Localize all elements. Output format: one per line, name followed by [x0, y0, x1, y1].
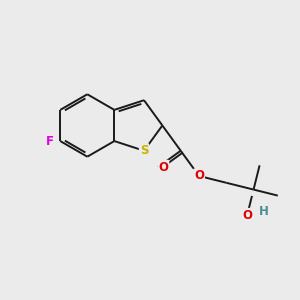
Text: O: O [242, 209, 252, 222]
Text: H: H [258, 205, 268, 218]
Text: S: S [140, 144, 148, 157]
Text: O: O [158, 161, 168, 174]
Text: O: O [194, 169, 204, 182]
Text: F: F [46, 135, 54, 148]
